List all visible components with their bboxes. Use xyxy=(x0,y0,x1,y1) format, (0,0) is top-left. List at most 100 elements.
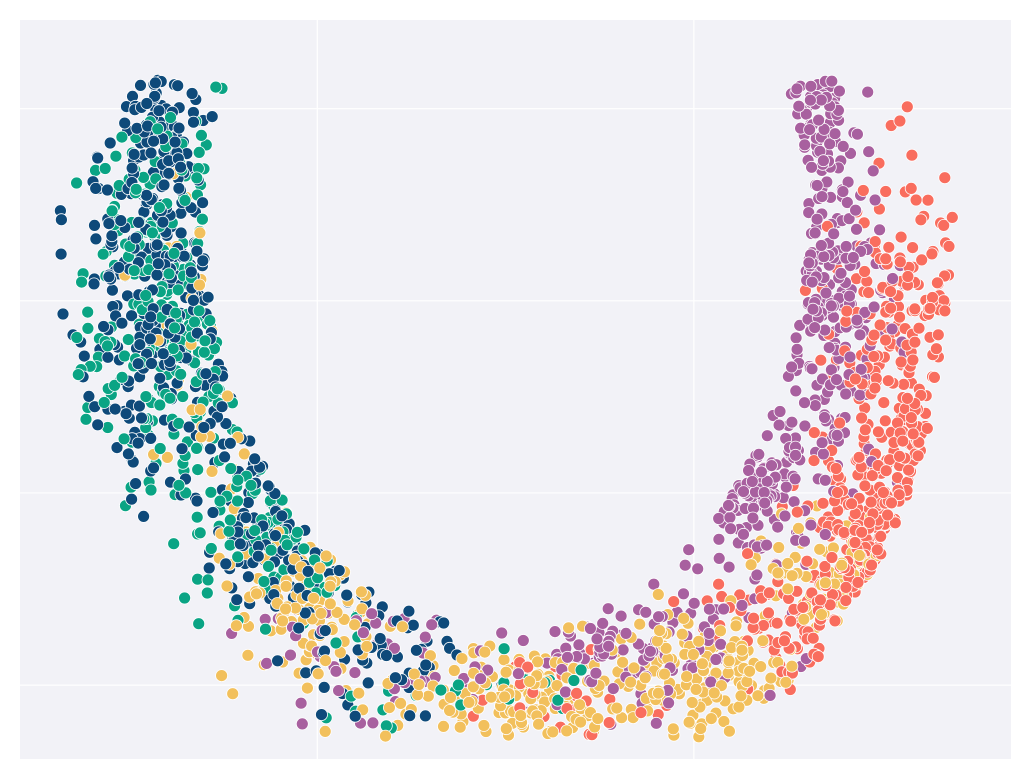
scatter-point-series-4 xyxy=(868,193,882,207)
scatter-point-series-2 xyxy=(109,149,123,163)
scatter-point-series-5 xyxy=(807,426,821,440)
scatter-point-series-2 xyxy=(75,275,88,289)
scatter-point-series-4 xyxy=(817,154,830,168)
scatter-point-series-2 xyxy=(259,622,272,636)
scatter-point-series-1 xyxy=(275,509,289,523)
scatter-point-series-1 xyxy=(121,447,135,461)
scatter-point-series-1 xyxy=(156,215,170,229)
scatter-point-series-5 xyxy=(931,328,945,342)
scatter-point-series-1 xyxy=(271,654,285,668)
scatter-point-series-4 xyxy=(332,684,346,697)
scatter-point-series-2 xyxy=(115,370,129,384)
scatter-point-series-4 xyxy=(814,93,828,107)
scatter-point-series-4 xyxy=(817,447,830,461)
scatter-point-series-3 xyxy=(323,597,337,611)
scatter-point-series-3 xyxy=(734,689,748,703)
scatter-point-series-4 xyxy=(717,602,730,616)
scatter-point-series-2 xyxy=(169,306,183,320)
scatter-point-series-5 xyxy=(938,171,952,185)
scatter-point-series-3 xyxy=(319,549,333,563)
scatter-point-series-3 xyxy=(696,657,709,671)
scatter-point-series-2 xyxy=(98,162,112,175)
scatter-point-series-4 xyxy=(867,300,881,314)
scatter-point-series-2 xyxy=(174,367,188,381)
scatter-point-series-3 xyxy=(687,648,700,661)
scatter-point-series-4 xyxy=(789,448,802,462)
scatter-point-series-5 xyxy=(893,449,906,463)
scatter-point-series-5 xyxy=(870,543,884,557)
scatter-point-series-1 xyxy=(131,436,145,450)
scatter-point-series-3 xyxy=(319,654,332,667)
scatter-point-series-1 xyxy=(102,217,116,231)
scatter-point-series-4 xyxy=(737,527,750,541)
scatter-point-series-4 xyxy=(512,667,525,681)
scatter-point-series-1 xyxy=(268,529,282,542)
scatter-point-series-1 xyxy=(54,247,68,261)
scatter-point-series-4 xyxy=(356,626,370,640)
scatter-point-series-4 xyxy=(752,447,766,461)
scatter-point-series-2 xyxy=(192,617,206,631)
scatter-point-series-4 xyxy=(850,222,863,236)
scatter-point-series-2 xyxy=(567,674,581,687)
scatter-point-series-3 xyxy=(478,645,492,659)
scatter-point-series-1 xyxy=(101,350,115,364)
scatter-point-series-4 xyxy=(702,627,716,640)
scatter-point-series-4 xyxy=(779,480,793,494)
scatter-point-series-4 xyxy=(805,275,819,289)
scatter-point-series-3 xyxy=(680,670,693,683)
scatter-point-series-4 xyxy=(873,223,886,237)
scatter-point-series-3 xyxy=(354,585,368,599)
scatter-point-series-1 xyxy=(203,442,217,456)
scatter-point-series-1 xyxy=(143,332,157,346)
scatter-point-series-5 xyxy=(884,301,898,315)
scatter-point-series-3 xyxy=(723,724,736,738)
scatter-point-series-5 xyxy=(888,516,902,530)
scatter-point-series-2 xyxy=(168,321,182,335)
scatter-point-series-3 xyxy=(444,691,457,704)
scatter-point-series-1 xyxy=(223,436,237,450)
scatter-point-series-4 xyxy=(828,127,842,141)
scatter-point-series-1 xyxy=(261,479,275,493)
scatter-point-series-1 xyxy=(182,420,196,434)
scatter-point-series-5 xyxy=(904,411,918,425)
scatter-point-series-4 xyxy=(840,196,854,209)
scatter-point-series-4 xyxy=(639,605,653,619)
scatter-point-series-5 xyxy=(862,286,875,300)
scatter-point-series-4 xyxy=(662,696,675,710)
scatter-point-series-3 xyxy=(771,566,785,580)
scatter-point-series-4 xyxy=(295,717,309,731)
scatter-point-series-4 xyxy=(803,123,816,137)
scatter-point-series-4 xyxy=(862,145,876,159)
scatter-point-series-4 xyxy=(559,685,572,699)
scatter-point-series-2 xyxy=(204,485,218,499)
scatter-point-series-5 xyxy=(833,416,846,430)
scatter-point-series-3 xyxy=(531,655,544,669)
scatter-point-series-5 xyxy=(873,318,887,332)
scatter-point-series-1 xyxy=(206,506,220,519)
scatter-point-series-2 xyxy=(193,526,207,540)
scatter-point-series-3 xyxy=(682,715,696,729)
scatter-point-series-2 xyxy=(201,573,215,587)
scatter-point-series-5 xyxy=(811,650,825,663)
scatter-point-series-3 xyxy=(627,661,641,675)
scatter-point-series-5 xyxy=(904,181,918,195)
scatter-point-series-4 xyxy=(836,185,850,199)
scatter-point-series-4 xyxy=(817,250,831,264)
scatter-point-series-3 xyxy=(653,624,666,637)
scatter-point-series-1 xyxy=(153,371,167,385)
scatter-point-series-1 xyxy=(131,357,145,371)
scatter-point-series-3 xyxy=(692,634,706,648)
scatter-point-series-4 xyxy=(589,666,603,680)
scatter-point-series-5 xyxy=(858,423,872,437)
scatter-point-series-3 xyxy=(276,614,290,628)
scatter-point-series-4 xyxy=(590,632,604,646)
scatter-point-series-5 xyxy=(762,586,776,600)
scatter-point-series-1 xyxy=(202,561,216,575)
scatter-point-series-1 xyxy=(91,418,105,432)
scatter-point-series-1 xyxy=(190,494,204,508)
scatter-point-series-4 xyxy=(614,609,628,623)
scatter-point-series-5 xyxy=(849,372,862,386)
scatter-point-series-1 xyxy=(97,320,110,333)
scatter-point-series-4 xyxy=(789,331,803,345)
scatter-point-series-2 xyxy=(264,543,278,557)
